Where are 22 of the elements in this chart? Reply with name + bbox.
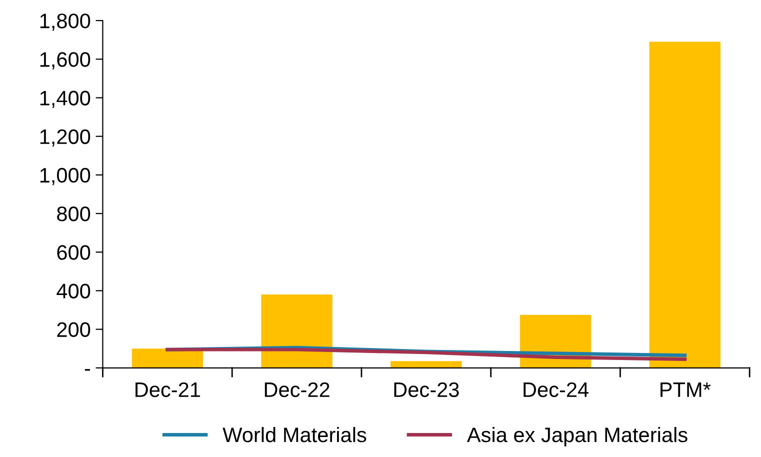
bar [132, 348, 203, 368]
x-tick-label: Dec-24 [524, 382, 588, 398]
y-tick-label: 1,600 [40, 52, 90, 70]
x-tick-label: PTM* [660, 382, 711, 397]
legend-label: World Materials [222, 426, 366, 442]
y-tick-label: 1,800 [40, 14, 90, 31]
y-tick-label: 1,400 [40, 90, 90, 108]
x-tick-label: Dec-21 [136, 382, 200, 398]
x-tick-label: Dec-22 [264, 382, 330, 398]
y-tick-label: 1,200 [40, 129, 90, 147]
x-tick-label: Dec-23 [394, 382, 459, 398]
legend-label: Asia ex Japan Materials [466, 426, 688, 446]
y-tick-label: 200 [57, 322, 90, 338]
line-series [166, 348, 687, 361]
y-tick-label: 400 [56, 284, 90, 298]
bar [261, 294, 332, 368]
y-tick-label: 600 [57, 245, 90, 260]
bar [390, 361, 462, 368]
y-tick-label: 800 [57, 206, 90, 222]
y-tick-label: - [84, 369, 90, 371]
y-tick-label: 1,000 [40, 168, 90, 186]
bar [649, 42, 720, 368]
